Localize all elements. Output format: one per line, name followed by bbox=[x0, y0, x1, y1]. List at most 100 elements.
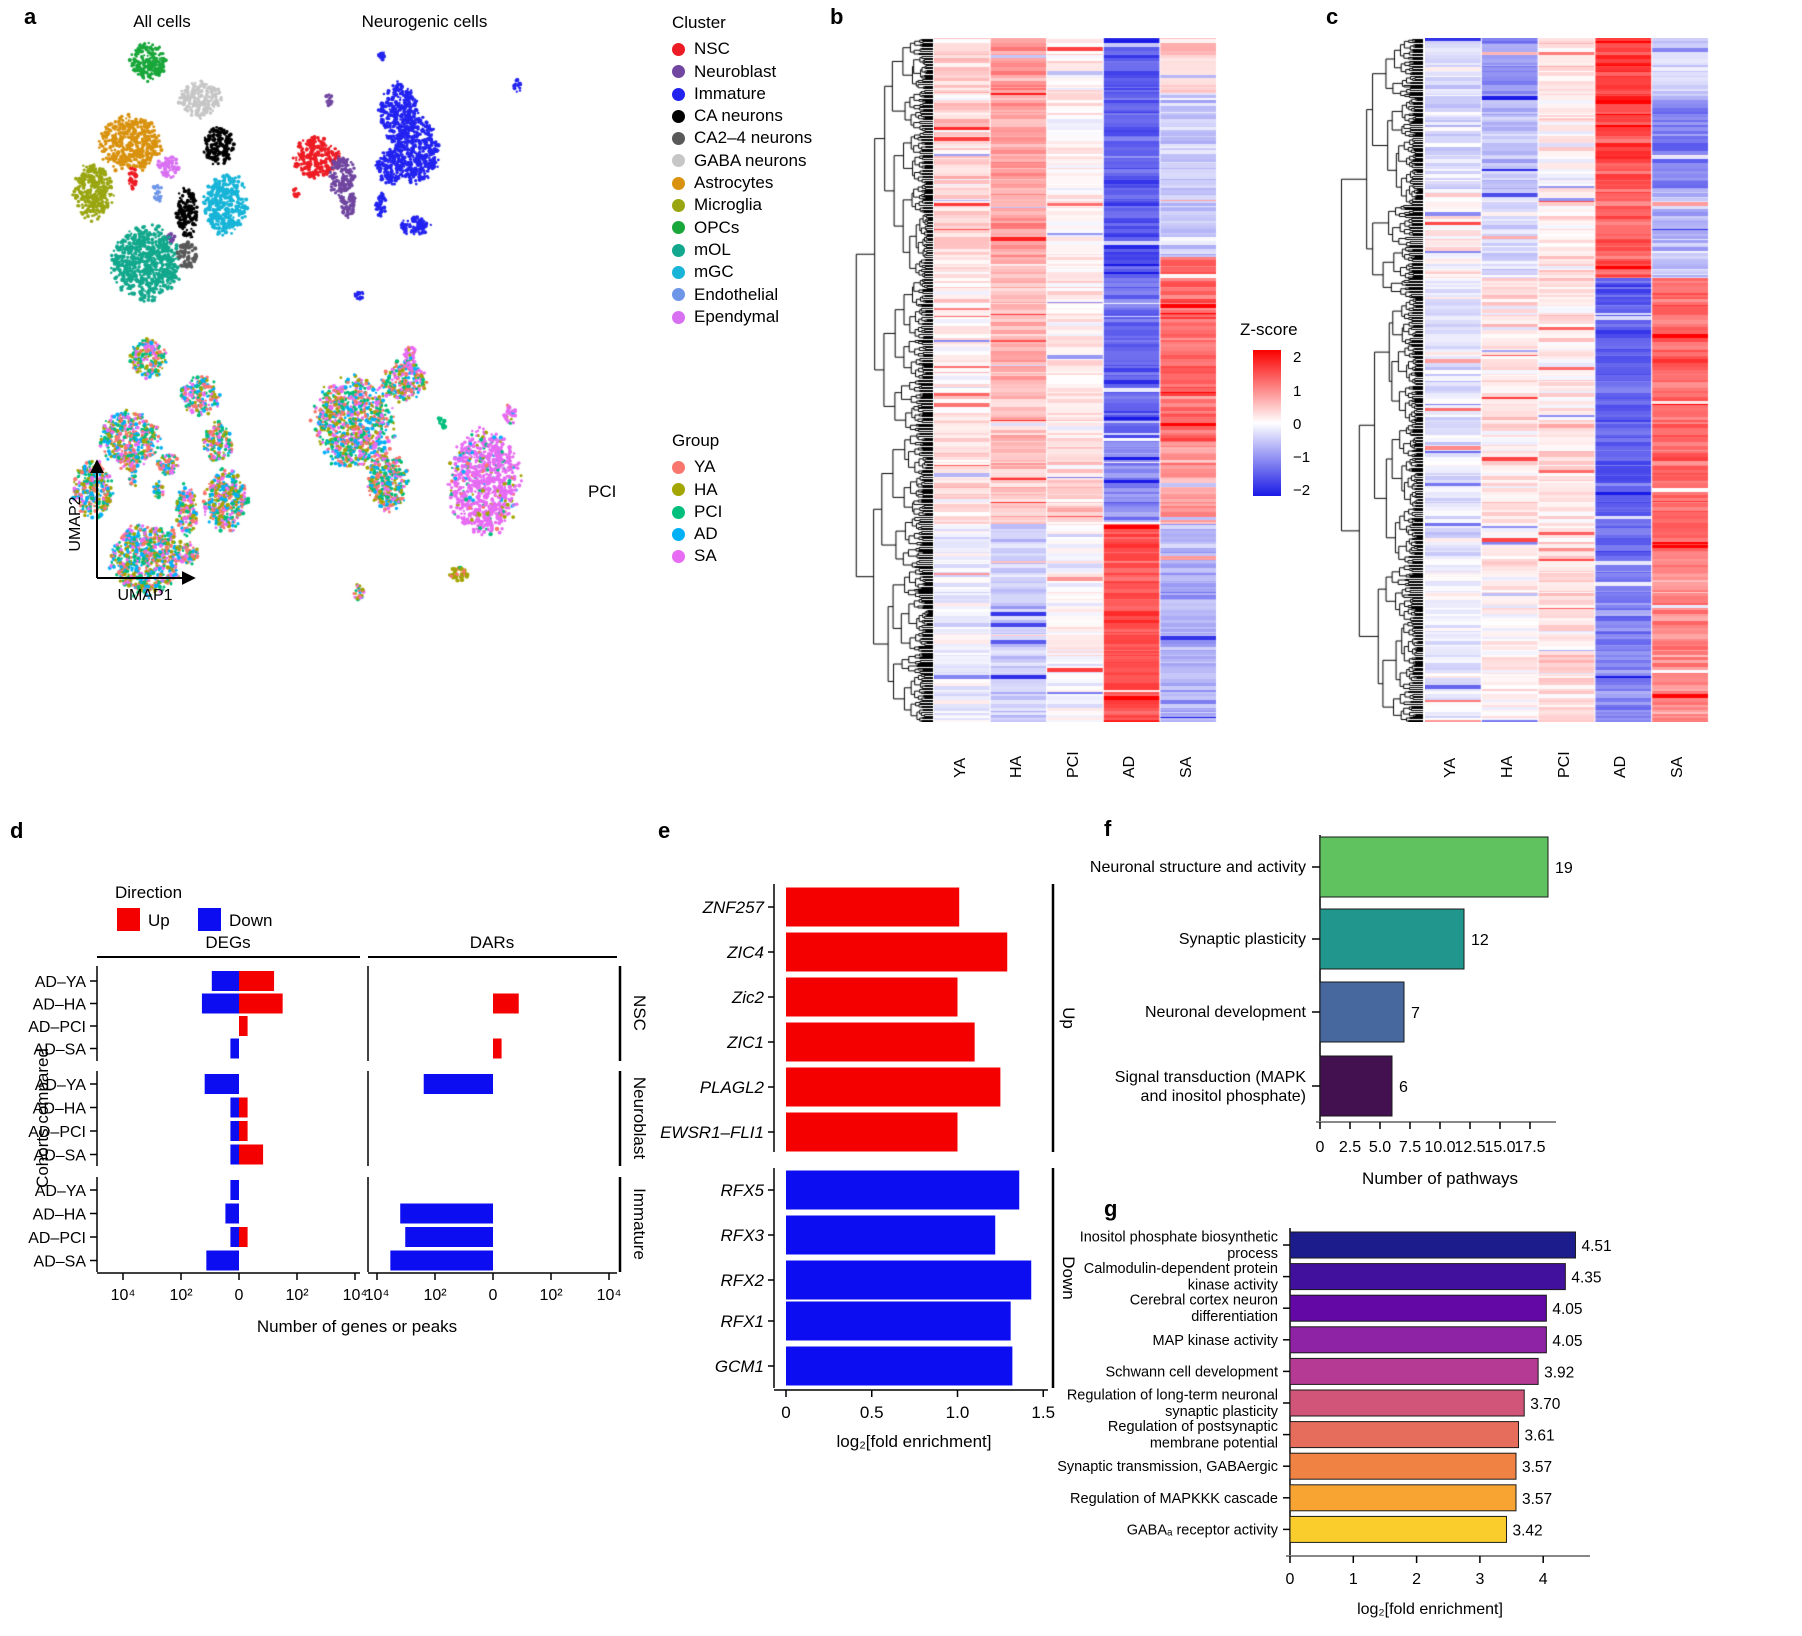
cluster-legend-item: CA neurons bbox=[672, 105, 812, 127]
umap-neurogenic-group-plot bbox=[282, 335, 567, 627]
go-term-bar bbox=[1289, 1294, 1547, 1322]
d-tick-label: 10² bbox=[285, 1287, 309, 1304]
g-category-label: Cerebral cortex neuron bbox=[1130, 1293, 1278, 1309]
strip-immature: Immature bbox=[630, 1188, 649, 1260]
f-tick-label: 0 bbox=[1316, 1139, 1325, 1156]
heatmap-c bbox=[1425, 38, 1709, 722]
g-value-label: 4.35 bbox=[1571, 1270, 1601, 1287]
go-term-bar bbox=[1289, 1421, 1520, 1449]
f-value-label: 7 bbox=[1411, 1005, 1420, 1022]
up-label: Up bbox=[148, 911, 170, 930]
d-row-label: AD–YA bbox=[35, 1183, 87, 1200]
down-bar bbox=[230, 1121, 239, 1141]
g-value-label: 3.57 bbox=[1522, 1491, 1552, 1508]
g-value-label: 3.61 bbox=[1525, 1428, 1555, 1445]
cluster-legend-dot-icon bbox=[672, 42, 685, 56]
facet-title-degs: DEGs bbox=[205, 933, 250, 952]
f-tick-label: 17.5 bbox=[1514, 1139, 1545, 1156]
enrichment-bar bbox=[786, 1067, 1001, 1107]
gene-label: EWSR1–FLI1 bbox=[660, 1123, 764, 1142]
down-bar bbox=[423, 1074, 493, 1094]
cluster-legend-item: Astrocytes bbox=[672, 172, 812, 194]
up-bar bbox=[239, 1121, 248, 1141]
up-bar bbox=[493, 1038, 502, 1059]
group-legend-item: SA bbox=[672, 545, 722, 567]
f-tick-label: 12.5 bbox=[1454, 1139, 1485, 1156]
d-row-label: AD–PCI bbox=[28, 1230, 86, 1247]
down-bar bbox=[405, 1227, 493, 1247]
cluster-legend-title: Cluster bbox=[672, 13, 726, 32]
g-category-label: Regulation of MAPKKK cascade bbox=[1070, 1491, 1278, 1507]
d-tick-label: 10⁴ bbox=[343, 1287, 368, 1304]
enrichment-bar bbox=[786, 1215, 996, 1255]
d-tick-label: 10⁴ bbox=[597, 1287, 622, 1304]
zscore-tick-label: 0 bbox=[1293, 416, 1302, 433]
g-value-label: 3.70 bbox=[1530, 1396, 1561, 1413]
down-bar bbox=[230, 1227, 239, 1247]
group-legend-label: PCI bbox=[694, 501, 723, 521]
f-value-label: 19 bbox=[1555, 860, 1573, 877]
d-row-label: AD–SA bbox=[34, 1042, 87, 1059]
cluster-legend-dot-icon bbox=[672, 176, 685, 190]
f-category-label: Neuronal structure and activity bbox=[1090, 859, 1306, 876]
strip-neuroblast: Neuroblast bbox=[630, 1077, 649, 1159]
gene-label: RFX2 bbox=[721, 1271, 765, 1290]
umap-title-neurogenic: Neurogenic cells bbox=[361, 12, 488, 31]
cluster-legend-label: Endothelial bbox=[694, 284, 779, 304]
gene-label: GCM1 bbox=[715, 1357, 764, 1376]
d-row-label: AD–YA bbox=[35, 974, 87, 991]
up-bar bbox=[239, 971, 275, 991]
cluster-legend: Cluster NSC Neuroblast Immature CA neurons C… bbox=[672, 12, 812, 328]
umap-all-cells-cluster-plot bbox=[62, 38, 262, 330]
enrichment-bar bbox=[786, 1170, 1020, 1210]
panel-label-g: g bbox=[1104, 1196, 1118, 1221]
d-tick-label: 10² bbox=[539, 1287, 563, 1304]
strip-down: Down bbox=[1059, 1256, 1078, 1299]
panel-f: Number of pathways 0 2.5 5.0 7.5 10.012.515.… bbox=[1090, 835, 1573, 1188]
f-value-label: 12 bbox=[1471, 932, 1489, 949]
d-row-label: AD–HA bbox=[33, 1207, 87, 1224]
cluster-legend-dot-icon bbox=[672, 288, 685, 302]
umap-title-all-cells: All cells bbox=[133, 12, 191, 31]
strip-up: Up bbox=[1059, 1007, 1078, 1029]
f-category-label: Neuronal development bbox=[1145, 1004, 1307, 1021]
f-category-label: and inositol phosphate) bbox=[1141, 1088, 1306, 1105]
go-term-bar bbox=[1289, 1326, 1547, 1354]
group-legend-item: YA bbox=[672, 456, 722, 478]
cluster-legend-item: Microglia bbox=[672, 194, 812, 216]
umap-neurogenic-cluster-plot bbox=[282, 38, 567, 330]
g-tick-label: 1 bbox=[1349, 1571, 1358, 1588]
panel-label-e: e bbox=[658, 818, 671, 843]
f-tick-label: 2.5 bbox=[1339, 1139, 1361, 1156]
g-value-label: 3.92 bbox=[1544, 1364, 1574, 1381]
f-tick-label: 5.0 bbox=[1369, 1139, 1391, 1156]
cluster-legend-dot-icon bbox=[672, 243, 685, 257]
f-tick-label: 10.0 bbox=[1424, 1139, 1455, 1156]
g-category-label: MAP kinase activity bbox=[1153, 1333, 1279, 1349]
cluster-legend-label: Microglia bbox=[694, 195, 763, 215]
panel-label-b: b bbox=[830, 4, 844, 29]
cluster-legend-label: NSC bbox=[694, 39, 730, 59]
cluster-legend-item: Endothelial bbox=[672, 284, 812, 306]
down-bar bbox=[390, 1250, 493, 1271]
g-value-label: 4.51 bbox=[1581, 1238, 1611, 1255]
d-row-label: AD–SA bbox=[34, 1148, 87, 1165]
g-xlabel: log₂[fold enrichment] bbox=[1357, 1601, 1503, 1618]
cluster-legend-dot-icon bbox=[672, 132, 685, 146]
heatmap-b bbox=[934, 38, 1217, 722]
cluster-legend-dot-icon bbox=[672, 109, 685, 123]
cluster-legend-dot-icon bbox=[672, 154, 685, 168]
pathway-bar bbox=[1319, 836, 1549, 898]
group-legend-dot-icon bbox=[672, 527, 685, 541]
g-category-label: differentiation bbox=[1191, 1309, 1278, 1325]
pathway-bar bbox=[1319, 1055, 1393, 1117]
d-tick-label: 0 bbox=[489, 1287, 498, 1304]
up-bar bbox=[239, 1144, 264, 1165]
gene-label: ZNF257 bbox=[702, 898, 765, 917]
cluster-legend-item: GABA neurons bbox=[672, 150, 812, 172]
go-term-bar bbox=[1289, 1484, 1517, 1512]
g-category-label: Schwann cell development bbox=[1106, 1364, 1279, 1380]
group-legend-dot-icon bbox=[672, 550, 685, 564]
